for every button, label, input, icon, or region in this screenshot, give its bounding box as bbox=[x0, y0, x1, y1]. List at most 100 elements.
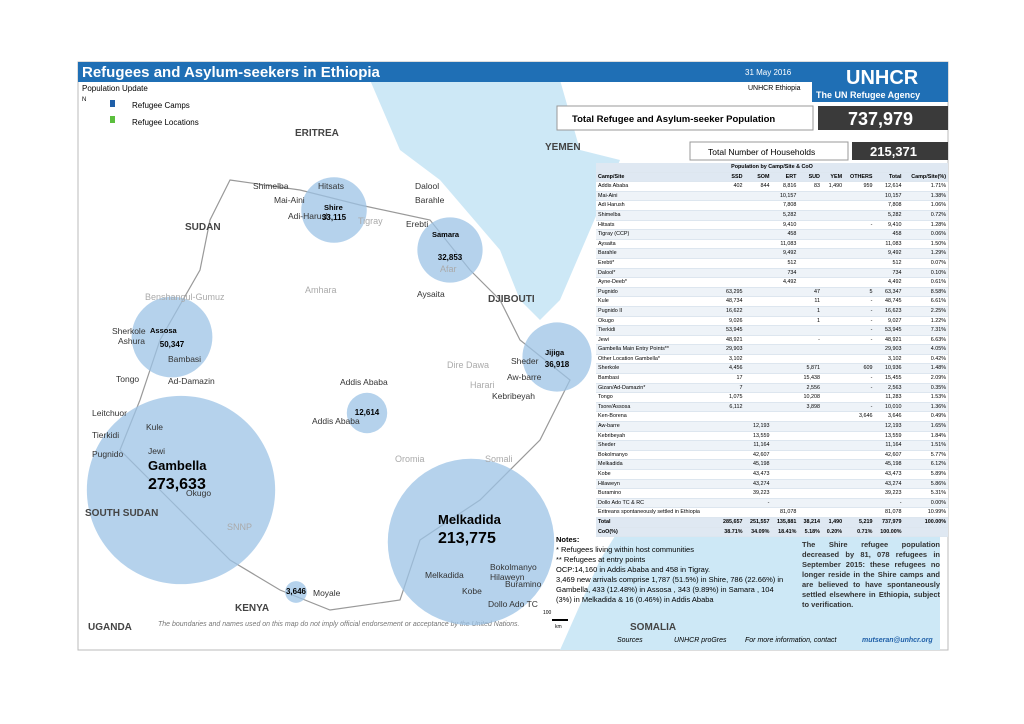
table-cell: 13,559 bbox=[874, 431, 904, 442]
table-cell: Tsore/Assosa bbox=[596, 402, 718, 413]
table-cell: Gizan/Ad-Damazin* bbox=[596, 383, 718, 394]
country-label: UGANDA bbox=[88, 622, 132, 633]
table-cell: 7 bbox=[717, 383, 745, 394]
table-cell: Other Location Gambella* bbox=[596, 354, 718, 365]
place-label: Ad-Damazin bbox=[168, 376, 215, 386]
note-item: OCP:14,160 in Addis Ababa and 458 in Tig… bbox=[556, 565, 711, 574]
table-cell: 11,283 bbox=[874, 392, 904, 403]
total-label: Total Refugee and Asylum-seeker Populati… bbox=[572, 114, 775, 125]
table-cell: 29,903 bbox=[874, 344, 904, 355]
table-cell: 1.38% bbox=[903, 191, 948, 202]
column-header: Camp/Site bbox=[596, 172, 718, 183]
table-cell: 6,112 bbox=[717, 402, 745, 413]
table-cell bbox=[798, 479, 822, 490]
table-cell bbox=[798, 507, 822, 518]
bubble bbox=[86, 395, 276, 585]
table-cell bbox=[744, 277, 772, 288]
table-cell: - bbox=[744, 498, 772, 509]
table-cell bbox=[771, 411, 799, 423]
table-cell bbox=[744, 507, 772, 518]
scale-top: 100 bbox=[543, 610, 552, 616]
table-row: Dalool* 734 734 0.10% bbox=[596, 268, 948, 279]
region-label: SNNP bbox=[227, 522, 252, 532]
table-row: Tsore/Assosa 6,112 3,898 -10,010 1.36% bbox=[596, 402, 948, 413]
table-cell: 5.18% bbox=[798, 527, 822, 538]
table-cell: 11,164 bbox=[874, 440, 904, 451]
table-cell bbox=[821, 296, 845, 307]
table-cell bbox=[771, 363, 799, 375]
table-row: Buramino 39,223 39,223 5.31% bbox=[596, 488, 948, 499]
table-cell: 7.31% bbox=[903, 325, 948, 336]
table-cell: Okugo bbox=[596, 316, 718, 327]
table-row: Barahle 9,492 9,492 1.29% bbox=[596, 248, 948, 259]
scale-unit: km bbox=[555, 624, 562, 630]
table-cell bbox=[844, 191, 875, 202]
logo: UNHCR bbox=[846, 67, 919, 89]
table-cell: 402 bbox=[717, 181, 745, 192]
table-cell bbox=[798, 258, 822, 269]
table-cell: 12,193 bbox=[874, 421, 904, 432]
table-cell bbox=[744, 306, 772, 317]
table-cell: 6.63% bbox=[903, 335, 948, 346]
red-sea bbox=[370, 80, 620, 320]
table-caption: Population by Camp/Site & CoO bbox=[596, 163, 948, 173]
table-cell bbox=[771, 392, 799, 403]
table-cell: 16,622 bbox=[717, 306, 745, 317]
table-cell bbox=[821, 363, 845, 375]
table-cell: 3,646 bbox=[874, 411, 904, 423]
table-cell bbox=[844, 210, 875, 221]
table-cell: 5,282 bbox=[771, 210, 799, 221]
table-cell bbox=[821, 469, 845, 480]
table-cell: Tigray (CCP) bbox=[596, 229, 718, 240]
table-cell bbox=[821, 373, 845, 384]
table-cell: 81,078 bbox=[874, 507, 904, 518]
table-cell: 63,347 bbox=[874, 287, 904, 298]
table-cell: 43,274 bbox=[744, 479, 772, 490]
households-box bbox=[689, 141, 849, 161]
table-cell: 100.00% bbox=[903, 517, 948, 528]
column-header: OTHERS bbox=[844, 172, 875, 183]
table-cell: 47 bbox=[798, 287, 822, 298]
region-label: Dire Dawa bbox=[447, 360, 489, 370]
table-cell bbox=[844, 277, 875, 288]
table-row: Tigray (CCP) 458 458 0.06% bbox=[596, 229, 948, 240]
table-cell bbox=[717, 191, 745, 202]
place-label: Buramino bbox=[505, 579, 542, 589]
table-row: Adi Harush 7,808 7,808 1.06% bbox=[596, 200, 948, 211]
region-label: Somali bbox=[485, 454, 513, 464]
column-header: SOM bbox=[744, 172, 772, 183]
region-label: Tigray bbox=[358, 216, 383, 226]
table-cell bbox=[771, 450, 799, 461]
place-label: Jewi bbox=[148, 446, 165, 456]
table-cell: 11 bbox=[798, 296, 822, 307]
table-cell: Hilaweyn bbox=[596, 479, 718, 490]
column-header: SUD bbox=[798, 172, 822, 183]
table-cell bbox=[821, 440, 845, 451]
table-cell bbox=[821, 354, 845, 365]
note-item: 3,469 new arrivals comprise 1,787 (51.5%… bbox=[556, 575, 784, 604]
bubble bbox=[522, 322, 592, 392]
table-cell: 10.99% bbox=[903, 507, 948, 518]
table-cell bbox=[821, 258, 845, 269]
table-cell: 43,473 bbox=[744, 469, 772, 480]
table-cell bbox=[821, 488, 845, 499]
place-label: Dalool bbox=[415, 181, 439, 191]
table-cell bbox=[771, 344, 799, 355]
table-cell: 737,979 bbox=[874, 517, 904, 528]
bubble-value: 273,633 bbox=[148, 476, 206, 493]
table-cell: 8.58% bbox=[903, 287, 948, 298]
households-value-box bbox=[852, 142, 948, 160]
table-cell bbox=[844, 450, 875, 461]
table-cell: 63,295 bbox=[717, 287, 745, 298]
table-cell bbox=[821, 287, 845, 298]
table-cell: 734 bbox=[874, 268, 904, 279]
table-cell: Jewi bbox=[596, 335, 718, 346]
table-cell: 9,492 bbox=[771, 248, 799, 259]
population-table: Population by Camp/Site & CoO Camp/Site SS… bbox=[596, 163, 948, 538]
table-cell bbox=[844, 200, 875, 211]
table-row: Bokolmanyo 42,607 42,607 5.77% bbox=[596, 450, 948, 461]
table-cell: Dollo Ado TC & RC bbox=[596, 498, 718, 509]
table-cell bbox=[744, 325, 772, 336]
table-cell bbox=[798, 220, 822, 231]
table-cell: 3,898 bbox=[798, 402, 822, 413]
